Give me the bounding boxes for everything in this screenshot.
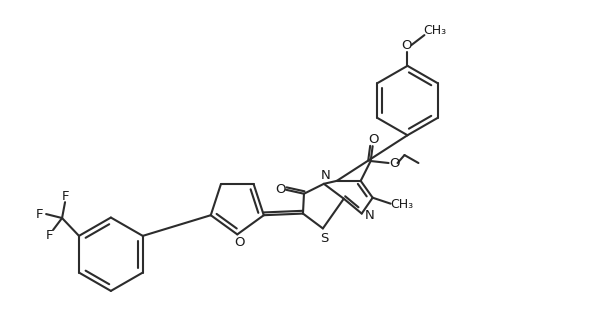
Text: CH₃: CH₃ — [423, 24, 446, 37]
Text: O: O — [234, 236, 245, 249]
Text: O: O — [368, 133, 379, 146]
Text: F: F — [36, 208, 43, 221]
Text: N: N — [321, 169, 331, 182]
Text: S: S — [320, 232, 328, 245]
Text: O: O — [275, 183, 286, 196]
Text: N: N — [365, 209, 374, 222]
Text: F: F — [61, 190, 69, 203]
Text: O: O — [389, 157, 400, 169]
Text: O: O — [401, 39, 412, 52]
Text: CH₃: CH₃ — [390, 198, 413, 211]
Text: F: F — [45, 229, 53, 242]
